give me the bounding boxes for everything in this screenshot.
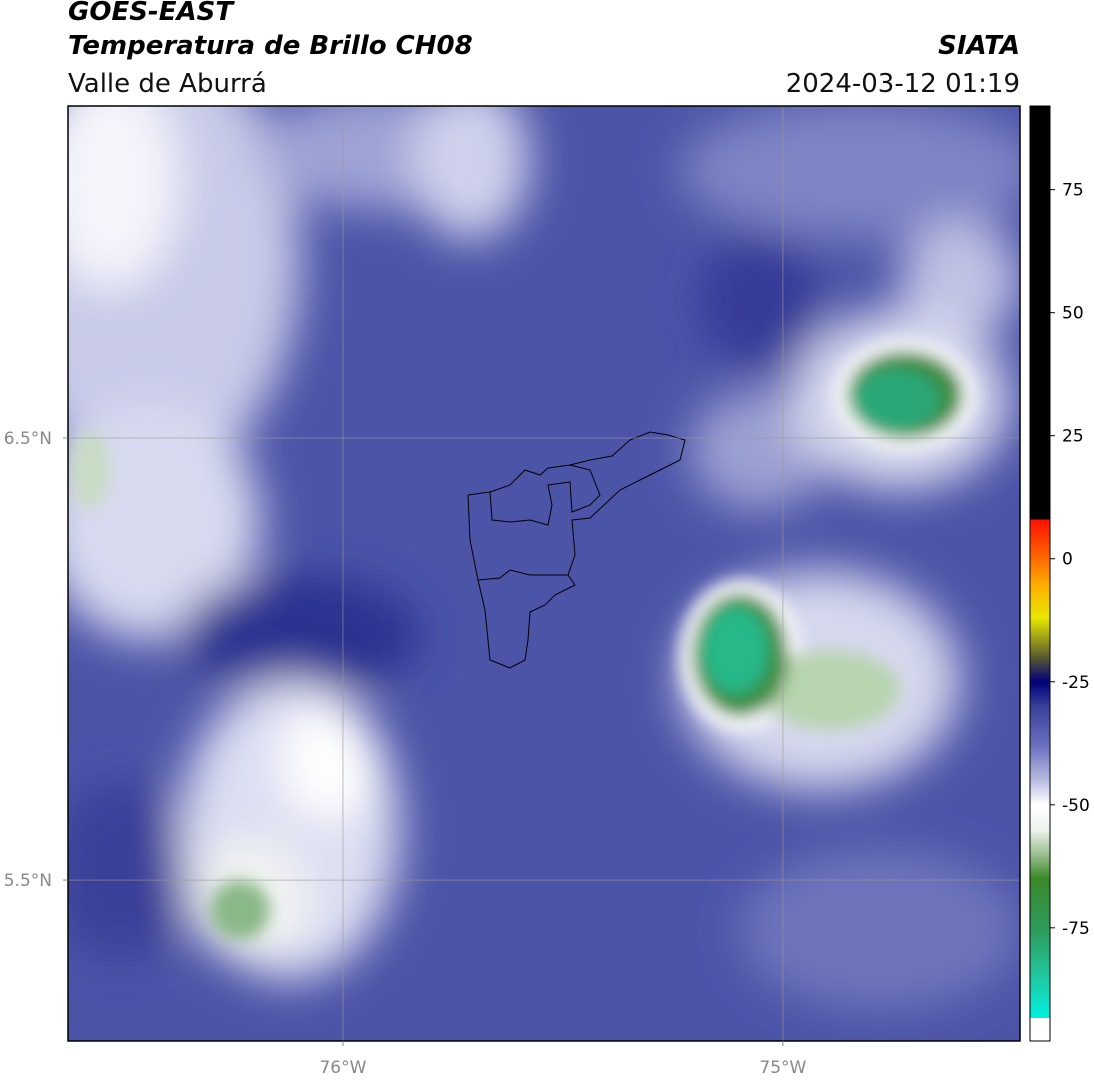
colorbar-tick-label: -75 xyxy=(1062,919,1090,939)
map-image xyxy=(68,106,1020,1041)
map-frame xyxy=(67,105,1021,1042)
colorbar-tick-label: 0 xyxy=(1062,550,1073,570)
colorbar-tick-label: 50 xyxy=(1062,304,1084,324)
colorbar xyxy=(1029,105,1051,1042)
y-tick-label: 5.5°N xyxy=(4,871,52,891)
agency: SIATA xyxy=(938,31,1020,61)
title: GOES-EAST xyxy=(68,0,235,27)
colorbar-tick-label: 75 xyxy=(1062,181,1084,201)
x-tick-label: 76°W xyxy=(319,1058,366,1078)
x-tick-label: 75°W xyxy=(759,1058,806,1078)
colorbar-tick-label: 25 xyxy=(1062,427,1084,447)
subtitle: Temperatura de Brillo CH08 xyxy=(68,31,473,61)
colorbar-tick-label: -25 xyxy=(1062,673,1090,693)
region: Valle de Aburrá xyxy=(68,69,267,99)
y-tick-label: 6.5°N xyxy=(4,429,52,449)
datetime: 2024-03-12 01:19 xyxy=(786,69,1020,99)
colorbar-tick-label: -50 xyxy=(1062,796,1090,816)
